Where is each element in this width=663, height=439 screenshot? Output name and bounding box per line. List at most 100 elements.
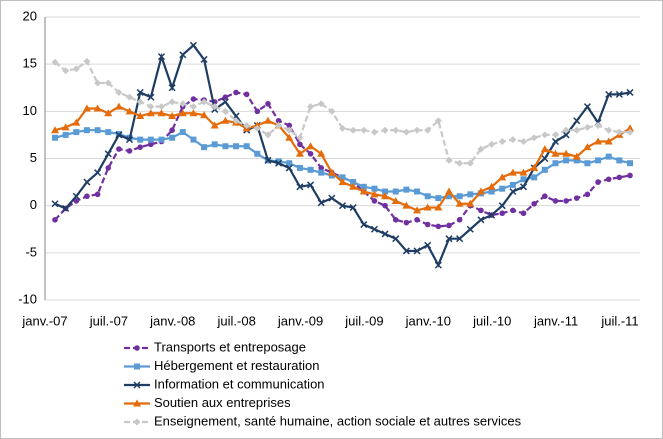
point [349, 126, 357, 134]
point [83, 178, 91, 186]
point [285, 126, 293, 134]
point [605, 176, 612, 183]
point [318, 169, 325, 176]
point [424, 221, 431, 228]
point [519, 183, 528, 191]
point [243, 121, 251, 129]
y-tick-label: 5 [30, 150, 37, 165]
point [200, 111, 209, 119]
point [626, 88, 634, 96]
point [371, 185, 378, 192]
point [52, 217, 58, 223]
point [381, 230, 389, 238]
legend-label: Transports et entreposage [154, 339, 306, 354]
x-tick-label: janv.-09 [277, 313, 323, 328]
point [168, 84, 176, 92]
point [616, 174, 623, 181]
point [200, 98, 208, 106]
point [168, 98, 176, 106]
point [349, 204, 357, 212]
point [93, 104, 102, 112]
point [530, 163, 539, 171]
point [456, 159, 464, 167]
point [73, 198, 80, 204]
point [233, 89, 239, 96]
point [84, 193, 90, 200]
point [275, 158, 282, 165]
point [62, 131, 69, 138]
point [520, 176, 527, 183]
point [306, 142, 315, 150]
point [222, 143, 229, 150]
y-tick-label: 15 [23, 56, 37, 71]
point [295, 149, 304, 157]
legend-label: Hébergement et restauration [154, 358, 319, 373]
point [520, 210, 527, 217]
point [562, 126, 570, 134]
point [445, 235, 453, 243]
point [466, 159, 474, 167]
point [509, 181, 516, 188]
point [381, 126, 389, 134]
point [339, 124, 346, 132]
point [381, 192, 390, 200]
point [403, 219, 410, 226]
point [133, 381, 141, 389]
point [402, 128, 410, 136]
point [402, 247, 410, 255]
point [62, 204, 70, 213]
x-tick-label: juil.-11 [600, 313, 638, 328]
point [498, 138, 506, 146]
point [134, 363, 140, 370]
point [572, 152, 581, 160]
point [594, 121, 602, 129]
x-tick-label: janv.-07 [21, 313, 67, 328]
point [434, 203, 443, 211]
point [221, 116, 230, 124]
y-tick-label: 20 [23, 8, 37, 23]
point [627, 160, 633, 167]
point [488, 140, 496, 148]
point [148, 141, 154, 148]
legend-label: Enseignement, santé humaine, action soci… [154, 413, 522, 428]
point [137, 144, 143, 150]
point [424, 241, 432, 249]
point [157, 109, 166, 117]
point [94, 79, 102, 87]
x-tick-label: juil.-09 [344, 313, 383, 328]
point [371, 198, 378, 204]
point [133, 399, 141, 407]
point [146, 109, 155, 117]
point [583, 103, 591, 111]
point [370, 225, 378, 233]
point [360, 183, 367, 190]
point [189, 109, 198, 117]
point [446, 222, 452, 229]
point [178, 109, 187, 117]
point [265, 100, 271, 107]
point [115, 131, 123, 139]
point [615, 90, 623, 98]
point [455, 199, 464, 207]
point [392, 188, 399, 195]
point [201, 144, 208, 151]
point [105, 165, 112, 171]
point [126, 136, 134, 144]
point [125, 107, 134, 115]
point [488, 188, 495, 195]
point [286, 160, 293, 167]
point [264, 156, 272, 164]
point [466, 199, 475, 207]
point [573, 195, 580, 201]
point [435, 223, 442, 230]
point [541, 154, 549, 163]
point [211, 141, 218, 148]
point [275, 121, 283, 129]
point [509, 136, 517, 144]
point [487, 182, 496, 190]
point [552, 198, 559, 204]
point [104, 109, 113, 117]
point [370, 190, 379, 198]
point [105, 129, 112, 136]
